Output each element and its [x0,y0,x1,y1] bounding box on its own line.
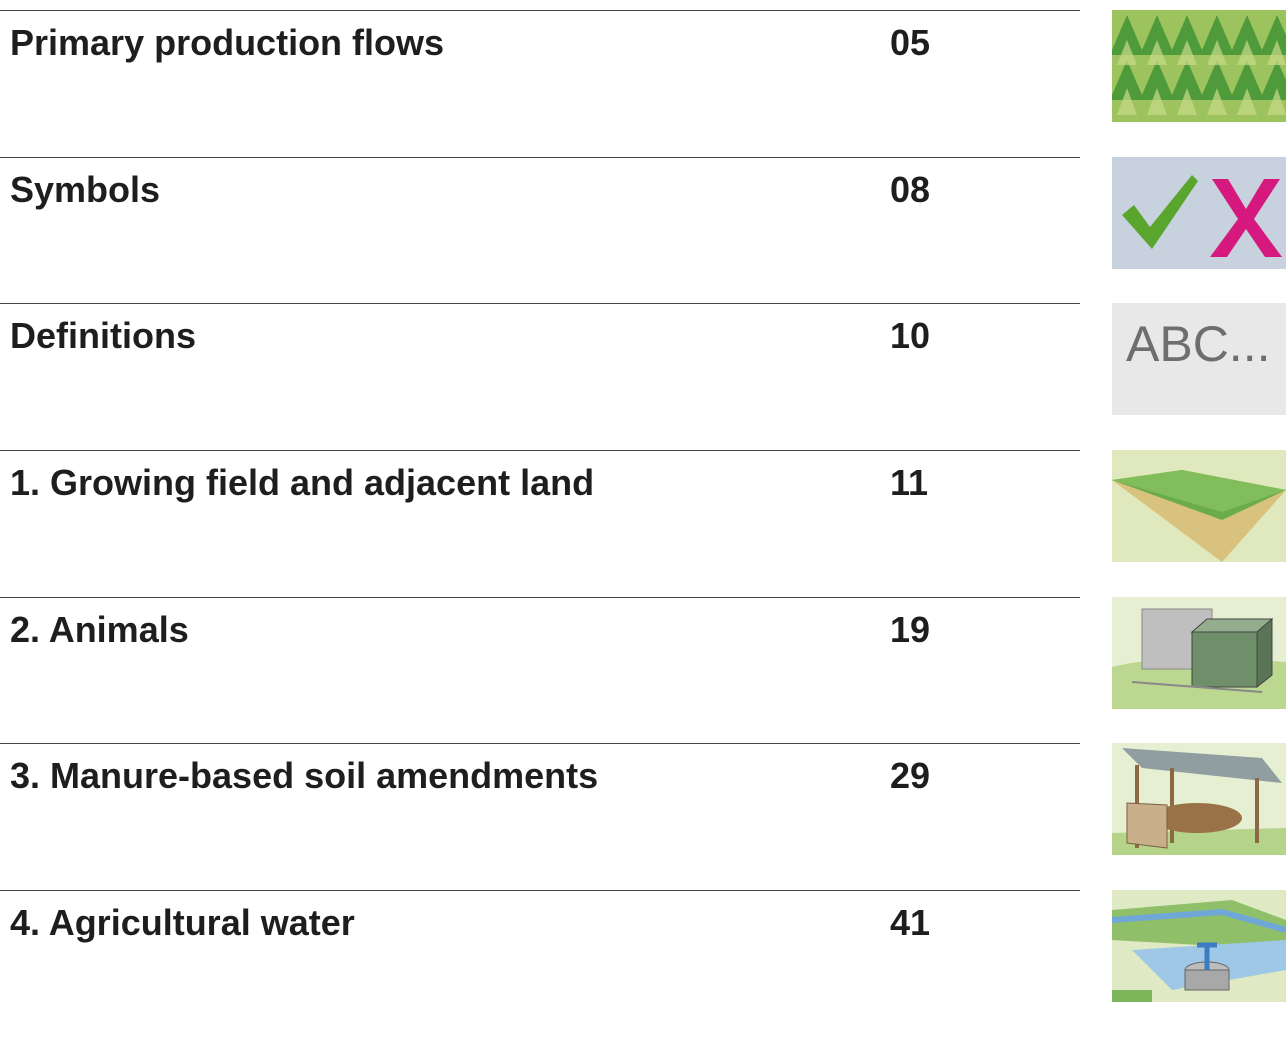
separator [0,890,1080,891]
toc-row[interactable]: Primary production flows 05 [0,10,1286,157]
thumbnail: ABC... [1112,303,1286,415]
thumbnail [1112,157,1286,269]
page-number: 11 [890,462,928,504]
toc-row[interactable]: 2. Animals 19 [0,597,1286,744]
page-number: 10 [890,315,930,357]
toc-row[interactable]: Symbols 08 [0,157,1286,304]
separator [0,743,1080,744]
thumbnail [1112,10,1286,122]
entry-title: Primary production flows [10,22,444,64]
separator [0,597,1080,598]
page-number: 41 [890,902,930,944]
entry-title: Definitions [10,315,196,357]
page-number: 19 [890,609,930,651]
toc-row[interactable]: 3. Manure-based soil amendments 29 [0,743,1286,890]
thumbnail [1112,743,1286,855]
entry-title: 2. Animals [10,609,189,651]
separator [0,450,1080,451]
thumbnail-text: ABC... [1126,316,1270,372]
toc-row[interactable]: Definitions 10 ABC... [0,303,1286,450]
separator [0,303,1080,304]
toc-page: {"toc": [ {"title": "Primary production … [0,0,1286,1001]
thumbnail [1112,890,1286,1002]
separator [0,10,1080,11]
page-number: 29 [890,755,930,797]
entry-title: 3. Manure-based soil amendments [10,755,598,797]
entry-title: Symbols [10,169,160,211]
thumbnail [1112,597,1286,709]
page-number: 05 [890,22,930,64]
toc-row[interactable]: 1. Growing field and adjacent land 11 [0,450,1286,597]
page-number: 08 [890,169,930,211]
entry-title: 4. Agricultural water [10,902,355,944]
toc-row[interactable]: 4. Agricultural water 41 [0,890,1286,1037]
entry-title: 1. Growing field and adjacent land [10,462,594,504]
thumbnail [1112,450,1286,562]
separator [0,157,1080,158]
